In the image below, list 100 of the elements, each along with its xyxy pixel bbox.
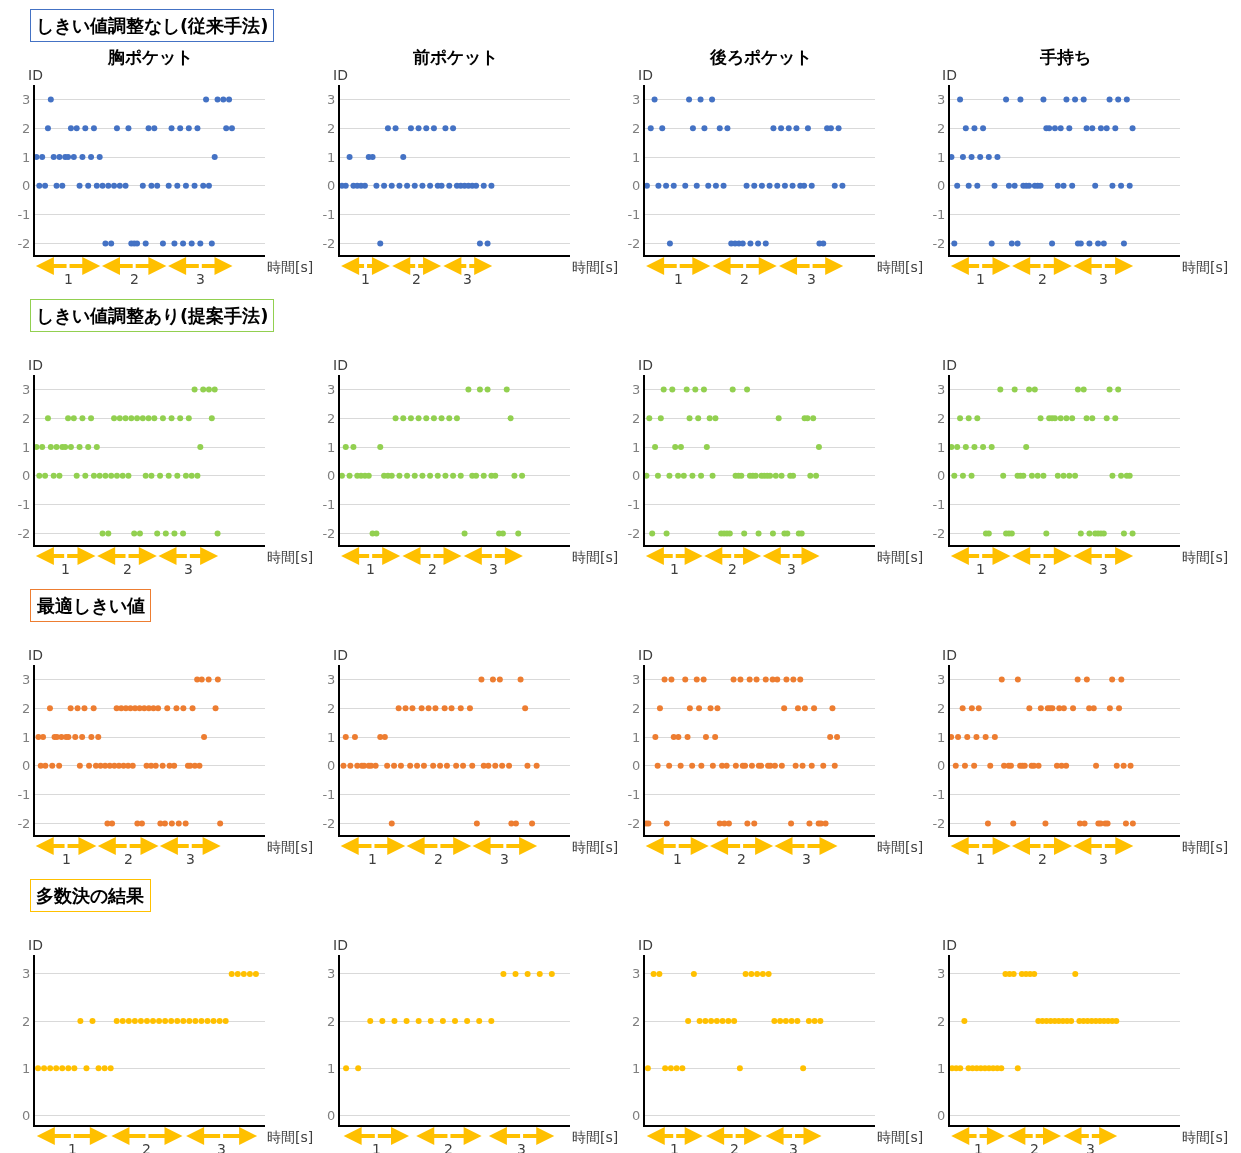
y-tick-label: 0 (632, 178, 641, 194)
y-tick-label: -2 (932, 236, 946, 252)
text: 1 (674, 271, 683, 287)
text: 1 (368, 851, 377, 867)
y-axis-title: ID (333, 357, 348, 373)
y-axis-title: ID (333, 937, 348, 953)
y-tick-label: 2 (22, 700, 31, 716)
chart-subtitle: しきい値調整なし(従来手法) (36, 15, 269, 36)
y-tick-label: 2 (327, 700, 336, 716)
y-tick-label: 1 (22, 729, 31, 745)
y-tick-label: 2 (327, 410, 336, 426)
y-axis-title: ID (28, 357, 43, 373)
y-tick-label: 1 (937, 149, 946, 165)
y-tick-label: 0 (327, 178, 336, 194)
y-tick-label: 2 (22, 120, 31, 136)
y-tick-label: 2 (632, 120, 641, 136)
y-tick-label: 1 (327, 1060, 336, 1076)
y-tick-label: 2 (632, 700, 641, 716)
text: 3 (186, 851, 195, 867)
y-tick-label: 1 (632, 1060, 641, 1076)
x-axis-title: 時間[s] (572, 259, 619, 275)
x-axis-title: 時間[s] (877, 1129, 924, 1145)
y-tick-label: 0 (632, 1108, 641, 1124)
y-tick-label: 1 (327, 729, 336, 745)
chart-subtitle: 多数決の結果 (36, 885, 145, 906)
text: 1 (976, 561, 985, 577)
y-tick-label: 0 (632, 468, 641, 484)
y-tick-label: -2 (17, 236, 31, 252)
y-tick-label: 0 (632, 758, 641, 774)
y-tick-label: 2 (22, 1013, 31, 1029)
y-tick-label: 1 (937, 439, 946, 455)
y-axis-title: ID (333, 647, 348, 663)
text: 3 (489, 561, 498, 577)
y-tick-label: 3 (937, 381, 946, 397)
y-axis-title: ID (942, 357, 957, 373)
y-tick-label: 2 (937, 120, 946, 136)
y-axis-title: ID (942, 647, 957, 663)
text: 3 (463, 271, 472, 287)
y-tick-label: 1 (632, 729, 641, 745)
y-tick-label: 0 (22, 758, 31, 774)
y-tick-label: -2 (322, 236, 336, 252)
text: 3 (807, 271, 816, 287)
chart-subtitle: しきい値調整あり(提案手法) (36, 305, 269, 326)
text: 1 (673, 851, 682, 867)
y-tick-label: 3 (937, 671, 946, 687)
y-tick-label: 0 (937, 468, 946, 484)
y-tick-label: -1 (322, 207, 336, 223)
text: 2 (124, 851, 133, 867)
x-axis-title: 時間[s] (572, 839, 619, 855)
text: 1 (670, 561, 679, 577)
text: 1 (64, 271, 73, 287)
x-axis-title: 時間[s] (1182, 839, 1229, 855)
y-tick-label: 3 (937, 966, 946, 982)
x-axis-title: 時間[s] (267, 1129, 314, 1145)
y-tick-label: 2 (937, 410, 946, 426)
text: 2 (1038, 561, 1047, 577)
y-tick-label: -1 (17, 497, 31, 513)
y-tick-label: 0 (327, 1108, 336, 1124)
text: 1 (366, 561, 375, 577)
y-tick-label: -2 (932, 526, 946, 542)
x-axis-title: 時間[s] (572, 1129, 619, 1145)
y-axis-title: ID (638, 647, 653, 663)
y-axis-title: ID (638, 357, 653, 373)
y-tick-label: 3 (937, 91, 946, 107)
y-tick-label: 3 (632, 671, 641, 687)
y-tick-label: 3 (327, 966, 336, 982)
y-tick-label: -2 (627, 816, 641, 832)
y-tick-label: 3 (22, 966, 31, 982)
y-tick-label: -2 (17, 526, 31, 542)
y-tick-label: 1 (632, 149, 641, 165)
y-tick-label: 2 (327, 120, 336, 136)
y-axis-title: ID (333, 67, 348, 83)
y-tick-label: -1 (627, 497, 641, 513)
x-axis-title: 時間[s] (267, 259, 314, 275)
x-axis-title: 時間[s] (267, 839, 314, 855)
text: 3 (500, 851, 509, 867)
text: 2 (123, 561, 132, 577)
y-axis-title: ID (28, 647, 43, 663)
y-axis-title: ID (942, 937, 957, 953)
chart-title: 手持ち (1039, 47, 1091, 67)
y-tick-label: 2 (937, 700, 946, 716)
text: 2 (1038, 271, 1047, 287)
x-axis-title: 時間[s] (1182, 259, 1229, 275)
x-axis-title: 時間[s] (267, 549, 314, 565)
y-tick-label: -2 (627, 526, 641, 542)
y-tick-label: 3 (22, 671, 31, 687)
y-tick-label: -1 (932, 787, 946, 803)
text: 1 (61, 561, 70, 577)
y-tick-label: 1 (22, 1060, 31, 1076)
y-tick-label: 0 (937, 758, 946, 774)
x-axis-title: 時間[s] (877, 839, 924, 855)
y-tick-label: -2 (322, 526, 336, 542)
y-tick-label: 0 (937, 178, 946, 194)
text: 3 (196, 271, 205, 287)
text: 1 (62, 851, 71, 867)
y-tick-label: 1 (327, 439, 336, 455)
y-tick-label: -2 (627, 236, 641, 252)
text: 3 (1099, 561, 1108, 577)
y-tick-label: -1 (932, 207, 946, 223)
text: 2 (412, 271, 421, 287)
